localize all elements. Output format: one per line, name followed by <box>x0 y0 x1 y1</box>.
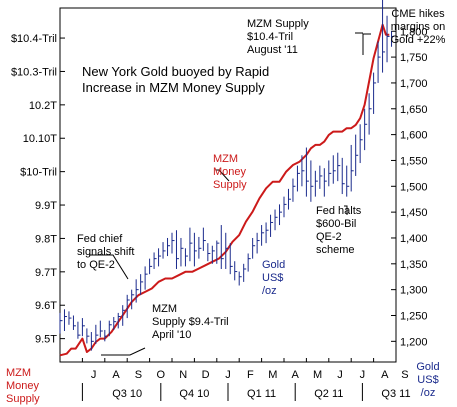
x-quarter-label: Q3 10 <box>112 388 142 400</box>
left-axis-label: Money <box>6 380 40 392</box>
left-tick-label: 10.2T <box>29 100 57 112</box>
left-tick-label: 9.5T <box>35 334 57 346</box>
annotation-leader-line <box>216 169 230 182</box>
right-tick-label: 1,600 <box>400 130 428 142</box>
left-tick-label: $10-Tril <box>20 167 57 179</box>
chart-annotation: signals shift <box>77 246 134 258</box>
x-month-label: A <box>381 369 389 381</box>
right-tick-label: 1,350 <box>400 259 428 271</box>
x-month-label: D <box>202 369 210 381</box>
chart-annotation: scheme <box>316 244 355 256</box>
x-month-label: N <box>179 369 187 381</box>
right-tick-label: 1,300 <box>400 285 428 297</box>
x-month-label: J <box>225 369 231 381</box>
annotation-leader-line <box>101 347 146 356</box>
chart-annotation: Money <box>213 166 247 178</box>
left-tick-label: $10.4-Tril <box>11 33 57 45</box>
chart-annotation: April '10 <box>152 329 191 341</box>
right-tick-label: 1,500 <box>400 181 428 193</box>
chart-annotation: Fed halts <box>316 205 362 217</box>
x-month-label: J <box>337 369 343 381</box>
chart-annotation: MZM <box>213 153 238 165</box>
chart-annotation: $600-Bil <box>316 218 356 230</box>
annotation-leader-line <box>89 254 129 280</box>
right-tick-label: 1,750 <box>400 52 428 64</box>
right-tick-label: 1,200 <box>400 336 428 348</box>
chart-annotation: QE-2 <box>316 231 342 243</box>
right-axis-label: US$ <box>417 374 438 386</box>
chart-annotation: Fed chief <box>77 233 123 245</box>
x-month-label: A <box>292 369 300 381</box>
plot-frame <box>59 7 397 363</box>
right-tick-label: 1,250 <box>400 310 428 322</box>
x-month-label: O <box>157 369 166 381</box>
x-month-label: F <box>247 369 254 381</box>
right-tick-label: 1,700 <box>400 78 428 90</box>
x-quarter-label: Q3 11 <box>381 388 410 400</box>
chart-annotation: Supply $9.4-Tril <box>152 316 229 328</box>
chart-annotation: August '11 <box>247 44 298 56</box>
series-layer <box>59 0 395 357</box>
left-tick-label: 9.8T <box>35 233 57 245</box>
left-tick-label: 10.10T <box>23 133 58 145</box>
x-month-label: M <box>313 369 322 381</box>
right-tick-label: 1,650 <box>400 104 428 116</box>
left-tick-label: $10.3-Tril <box>11 66 57 78</box>
chart-annotation: Gold +22% <box>391 34 446 46</box>
x-month-label: J <box>91 369 97 381</box>
chart-annotation: Supply <box>213 179 247 191</box>
right-axis-label: Gold <box>416 361 439 373</box>
x-month-label: S <box>401 369 408 381</box>
chart-annotation: /oz <box>262 285 277 297</box>
right-tick-label: 1,400 <box>400 233 428 245</box>
chart-annotation: to QE-2 <box>77 259 115 271</box>
left-tick-label: 9.9T <box>35 200 57 212</box>
chart-annotation: MZM <box>152 303 177 315</box>
chart-title-line: Increase in MZM Money Supply <box>82 80 265 95</box>
labels-layer: 9.5T 9.6T 9.7T 9.8T 9.9T $10-Tril 10.10T 10.2T $… <box>6 8 446 405</box>
chart-annotation: MZM Supply <box>247 18 309 30</box>
right-axis-label: /oz <box>421 387 436 399</box>
right-tick-label: 1,550 <box>400 155 428 167</box>
chart-annotation: CME hikes <box>391 8 445 20</box>
x-quarter-label: Q2 11 <box>314 388 343 400</box>
annotation-leader-line <box>362 33 371 55</box>
chart-annotation: margins on <box>391 21 445 33</box>
left-tick-label: 9.6T <box>35 300 57 312</box>
x-month-label: J <box>360 369 366 381</box>
right-tick-label: 1,800 <box>400 26 428 38</box>
annotations-layer <box>89 32 371 356</box>
right-tick-label: 1,450 <box>400 207 428 219</box>
x-quarter-label: Q4 10 <box>179 388 209 400</box>
chart-title-line: New York Gold buoyed by Rapid <box>82 64 269 79</box>
x-month-label: M <box>268 369 277 381</box>
left-axis-label: MZM <box>6 367 31 379</box>
left-tick-label: 9.7T <box>35 267 57 279</box>
chart-annotation: Gold <box>262 259 285 271</box>
x-month-label: S <box>135 369 142 381</box>
x-month-label: A <box>112 369 120 381</box>
annotation-leader-line <box>344 205 348 215</box>
axis-ticks <box>60 30 397 401</box>
left-axis-label: Supply <box>6 393 40 405</box>
chart-annotation: $10.4-Tril <box>247 31 293 43</box>
chart-annotation: US$ <box>262 272 283 284</box>
x-quarter-label: Q1 11 <box>247 388 276 400</box>
